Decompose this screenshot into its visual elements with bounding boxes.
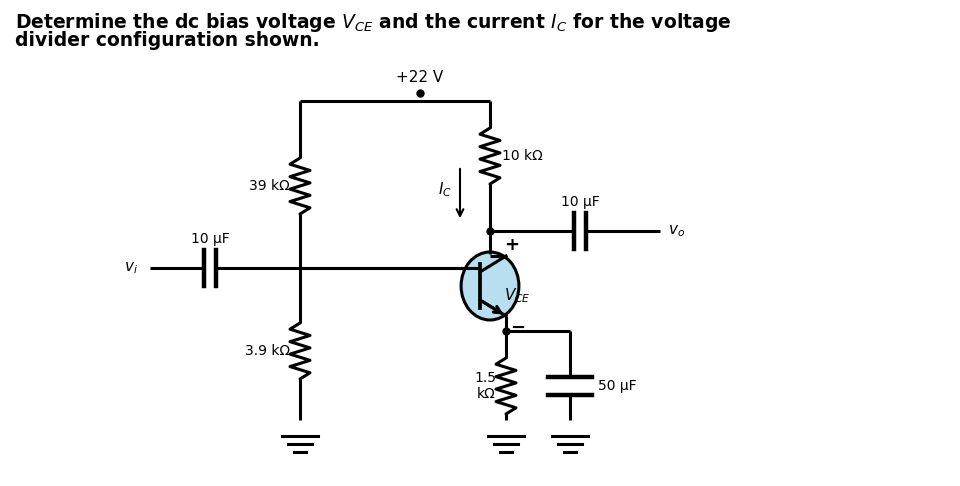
Text: 10 μF: 10 μF	[191, 232, 229, 246]
Text: 39 kΩ: 39 kΩ	[250, 179, 290, 193]
Text: 10 μF: 10 μF	[561, 195, 599, 209]
Text: $V_{CE}$: $V_{CE}$	[504, 287, 531, 305]
Text: $v_i$: $v_i$	[124, 260, 138, 276]
Text: 3.9 kΩ: 3.9 kΩ	[245, 344, 290, 358]
Text: +: +	[504, 236, 519, 254]
Ellipse shape	[461, 252, 519, 320]
Text: −: −	[510, 319, 525, 337]
Text: 1.5
kΩ: 1.5 kΩ	[474, 371, 496, 401]
Text: 10 kΩ: 10 kΩ	[502, 149, 542, 163]
Text: +22 V: +22 V	[396, 70, 444, 85]
Text: Determine the dc bias voltage $V_{CE}$ and the current $I_C$ for the voltage: Determine the dc bias voltage $V_{CE}$ a…	[15, 11, 732, 34]
Text: divider configuration shown.: divider configuration shown.	[15, 31, 320, 50]
Text: $I_C$: $I_C$	[438, 181, 452, 199]
Text: 50 μF: 50 μF	[598, 379, 636, 393]
Text: $v_o$: $v_o$	[668, 223, 685, 239]
